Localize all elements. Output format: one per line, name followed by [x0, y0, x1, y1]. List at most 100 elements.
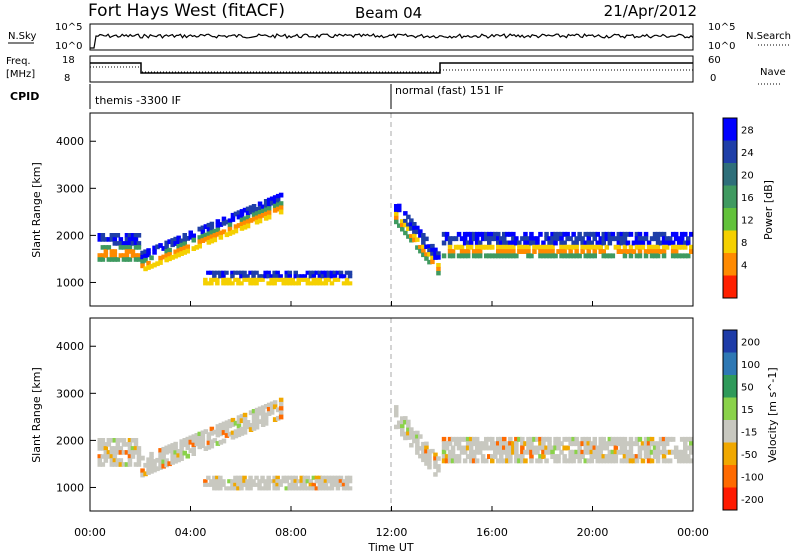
echo-cell [628, 458, 634, 464]
echo-cell [221, 277, 226, 282]
echo-cell [224, 428, 230, 434]
echo-cell [670, 231, 676, 237]
echo-cell [499, 244, 504, 250]
echo-cell [565, 436, 570, 442]
echo-cell [236, 214, 242, 220]
echo-cell [550, 249, 555, 254]
echo-cell [637, 445, 643, 451]
echo-cell [613, 244, 619, 250]
echo-cell [248, 479, 253, 484]
echo-cell [188, 448, 193, 453]
echo-cell [209, 439, 215, 445]
echo-cell [526, 436, 531, 442]
echo-cell [559, 253, 564, 259]
echo-cell [338, 479, 344, 484]
echo-cell [658, 449, 664, 455]
echo-cell [127, 241, 133, 246]
echo-cell [592, 436, 597, 442]
echo-cell [133, 241, 139, 246]
echo-cell [415, 237, 420, 242]
echo-cell [272, 199, 278, 205]
echo-cell [643, 445, 649, 451]
echo-cell [676, 240, 682, 246]
echo-cell [109, 454, 115, 459]
echo-cell [547, 445, 552, 451]
echo-cell [441, 454, 447, 459]
echo-cell [571, 454, 576, 459]
echo-cell [97, 233, 102, 238]
echo-cell [538, 436, 543, 442]
echo-cell [424, 236, 429, 242]
echo-cell [490, 445, 495, 451]
echo-cell [206, 231, 212, 237]
echo-cell [293, 475, 298, 480]
echo-cell [628, 231, 634, 237]
echo-cell [124, 241, 130, 246]
echo-cell [209, 270, 214, 275]
echo-cell [164, 244, 169, 250]
echo-cell [643, 253, 649, 259]
echo-cell [661, 244, 667, 250]
echo-cell [661, 454, 667, 459]
colorbar-swatch [723, 375, 737, 398]
echo-cell [293, 281, 298, 286]
echo-cell [109, 438, 115, 443]
echo-cell [652, 441, 658, 447]
echo-cell [664, 236, 670, 242]
echo-cell [487, 244, 492, 250]
echo-cell [403, 211, 408, 216]
echo-cell [550, 445, 555, 451]
echo-cell [520, 449, 525, 455]
echo-cell [577, 236, 582, 242]
echo-cell [415, 450, 420, 455]
echo-cell [683, 454, 688, 459]
echo-cell [456, 231, 462, 237]
echo-cell [278, 192, 284, 198]
echo-cell [341, 486, 347, 491]
echo-cell [468, 236, 474, 242]
echo-cell [127, 450, 133, 455]
echo-cell [526, 240, 531, 246]
echo-cell [215, 441, 221, 446]
echo-cell [547, 449, 552, 455]
echo-cell [505, 458, 510, 464]
echo-cell [326, 475, 332, 480]
echo-cell [427, 259, 432, 265]
echo-cell [474, 244, 480, 250]
echo-cell [484, 458, 489, 464]
echo-cell [109, 257, 115, 262]
echo-cell [218, 230, 224, 236]
echo-cell [275, 486, 280, 491]
echo-cell [182, 237, 187, 243]
echo-cell [427, 457, 432, 462]
echo-cell [550, 253, 555, 259]
echo-cell [179, 452, 184, 457]
echo-cell [574, 249, 579, 254]
echo-cell [266, 202, 272, 207]
echo-cell [550, 236, 555, 242]
echo-cell [444, 236, 450, 242]
echo-cell [136, 454, 142, 459]
echo-cell [257, 486, 262, 491]
echo-cell [508, 231, 513, 237]
echo-cell [251, 270, 256, 275]
range-tick-label: 4000 [56, 340, 84, 353]
echo-cell [547, 441, 552, 447]
echo-cell [465, 436, 471, 442]
echo-cell [592, 454, 597, 459]
echo-cell [637, 449, 643, 455]
echo-cell [227, 231, 233, 236]
echo-cell [592, 441, 597, 447]
echo-cell [115, 241, 121, 246]
echo-cell [689, 436, 694, 442]
echo-cell [200, 443, 206, 448]
echo-cell [272, 195, 278, 200]
echo-cell [541, 454, 546, 459]
echo-cell [323, 482, 329, 487]
echo-cell [433, 251, 438, 256]
echo-cell [583, 436, 588, 442]
echo-cell [332, 274, 338, 279]
echo-cell [299, 277, 304, 282]
echo-cell [170, 451, 175, 457]
echo-cell [236, 423, 242, 429]
